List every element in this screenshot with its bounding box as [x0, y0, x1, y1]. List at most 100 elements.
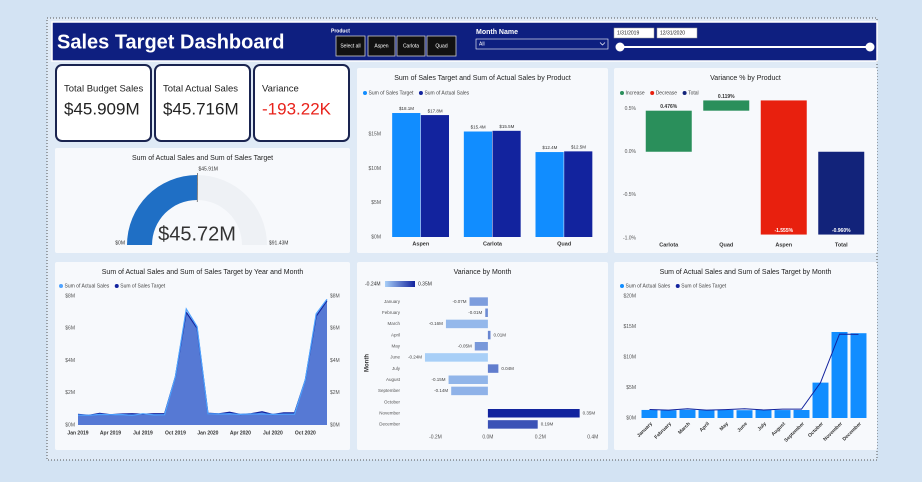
- x-tick-label: 0.0M: [482, 434, 493, 440]
- slider-handle[interactable]: [865, 42, 875, 52]
- kpi-value: $45.716M: [163, 99, 239, 118]
- bar: [679, 409, 696, 418]
- data-label: $12.4M: [542, 145, 557, 150]
- y-tick-label: $5M: [626, 385, 636, 391]
- legend-swatch: [114, 284, 119, 288]
- data-label: -0.16M: [429, 321, 443, 326]
- y-tick-label: July: [392, 366, 401, 371]
- data-label: 0.476%: [660, 104, 678, 110]
- kpi-card: [55, 64, 152, 142]
- data-label: $18.1M: [399, 106, 414, 111]
- slicer-button[interactable]: [367, 35, 396, 57]
- legend-label: Sum of Actual Sales: [626, 283, 671, 289]
- data-label: -0.01M: [468, 310, 482, 315]
- legend-label: Sum of Actual Sales: [65, 283, 110, 289]
- date-input[interactable]: [613, 27, 655, 39]
- y-tick-label: February: [382, 310, 401, 315]
- legend-label: Sum of Sales Target: [369, 90, 415, 96]
- bar: [492, 130, 521, 237]
- y-tick-label: April: [391, 332, 400, 337]
- slicer-button[interactable]: [335, 35, 366, 57]
- kpi-label: Variance: [262, 84, 299, 95]
- data-label: $15.4M: [471, 125, 486, 130]
- data-label: -1.555%: [774, 228, 793, 234]
- data-label: 0.19M: [541, 422, 554, 427]
- gauge-value: [127, 175, 198, 245]
- x-tick-label: July: [757, 421, 768, 432]
- y-tick-label: September: [378, 388, 401, 393]
- slicer-button-label[interactable]: Quad: [435, 43, 447, 49]
- x-tick-label: Jul 2020: [263, 430, 283, 436]
- data-label: 0.01M: [494, 332, 507, 337]
- bar: [469, 297, 488, 306]
- bar: [487, 420, 538, 429]
- bar: [445, 319, 488, 329]
- legend-label: Increase: [626, 90, 645, 96]
- slicer-button-label[interactable]: Aspen: [374, 43, 388, 49]
- y-tick-label: November: [379, 410, 400, 415]
- bar: [392, 113, 421, 237]
- y-axis-title: Month: [365, 354, 371, 372]
- y-tick-label: $8M: [65, 293, 75, 299]
- slicer-button-label[interactable]: Carlota: [403, 43, 419, 49]
- kpi-card: [253, 64, 350, 142]
- legend-swatch: [620, 284, 624, 288]
- bar: [535, 152, 564, 237]
- bar: [485, 308, 488, 317]
- panel: [55, 262, 350, 450]
- date-input[interactable]: [656, 27, 698, 39]
- dropdown-arrow: [599, 42, 606, 46]
- slicer-label: Product: [331, 28, 350, 34]
- bar: [736, 410, 753, 418]
- legend-swatch: [650, 91, 655, 95]
- x-tick-label: Quad: [557, 241, 571, 247]
- bar: [564, 151, 593, 237]
- y-tick-label: $2M: [65, 390, 75, 396]
- x-tick-label: Carlota: [483, 241, 503, 247]
- y-tick-label: $4M: [65, 358, 75, 364]
- y-tick-label: $10M: [368, 166, 381, 172]
- bar: [448, 375, 488, 384]
- y-tick-label: -0.5%: [623, 192, 637, 198]
- data-label: -0.07M: [453, 299, 467, 304]
- dropdown[interactable]: [475, 38, 609, 50]
- chart-title: Sum of Actual Sales and Sum of Sales Tar…: [102, 269, 304, 276]
- chart-title: Sum of Actual Sales and Sum of Sales Tar…: [132, 155, 273, 162]
- legend-label: Decrease: [656, 90, 678, 96]
- scale-min-label: -0.24M: [365, 281, 381, 287]
- dropdown-value[interactable]: All: [479, 41, 485, 47]
- waterfall-bar: [645, 110, 692, 152]
- bar: [717, 409, 734, 418]
- date-end[interactable]: 12/31/2020: [660, 30, 685, 36]
- y-tick-label: $5M: [371, 200, 381, 206]
- kpi-value: -193.22K: [262, 99, 332, 118]
- legend-swatch: [418, 91, 423, 95]
- panel: [614, 262, 877, 450]
- slider-handle[interactable]: [615, 42, 625, 52]
- bar: [831, 331, 848, 418]
- x-tick-label: Total: [835, 242, 848, 248]
- slicer-button[interactable]: [396, 35, 426, 57]
- dropdown-label: Month Name: [476, 29, 518, 36]
- bar: [793, 410, 810, 418]
- date-start[interactable]: 1/31/2019: [617, 30, 639, 36]
- bar: [698, 410, 715, 418]
- x-tick-label: Apr 2019: [100, 430, 121, 436]
- slicer-button-label[interactable]: Select all: [340, 43, 360, 49]
- legend-label: Sum of Actual Sales: [424, 90, 469, 96]
- y-tick-label: $0M: [371, 234, 381, 240]
- y-tick-label: $4M: [330, 358, 340, 364]
- slicer-button[interactable]: [426, 35, 457, 57]
- y-tick-label: $20M: [623, 293, 636, 299]
- bar: [487, 409, 580, 418]
- bar: [420, 115, 449, 237]
- area: [78, 300, 327, 425]
- bar: [463, 131, 492, 237]
- data-label: -0.960%: [832, 228, 851, 234]
- line: [77, 298, 328, 416]
- chart-title: Variance by Month: [454, 269, 512, 276]
- y-tick-label: $0M: [626, 415, 636, 421]
- data-label: $12.5M: [571, 145, 586, 150]
- y-tick-label: $15M: [368, 132, 381, 138]
- gauge-value-label: $45.72M: [158, 223, 236, 245]
